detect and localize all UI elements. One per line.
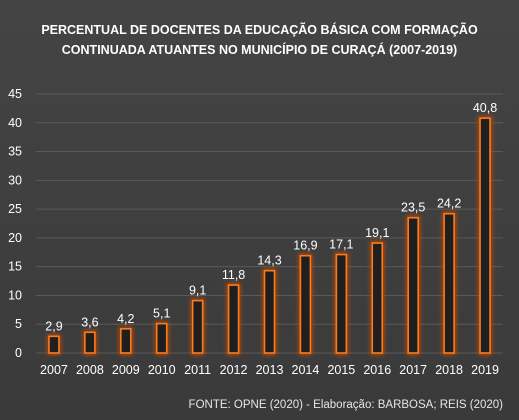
bar-2011 [190, 298, 205, 356]
x-tick-label: 2012 [220, 363, 248, 377]
x-tick-label: 2019 [471, 363, 499, 377]
x-tick-label: 2009 [112, 363, 140, 377]
y-axis: 0 5 10 15 20 25 30 35 40 45 [8, 87, 22, 360]
bar [84, 331, 96, 354]
chart-title-line-1: PERCENTUAL DE DOCENTES DA EDUCAÇÃO BÁSIC… [41, 23, 478, 37]
x-tick-label: 2018 [435, 363, 463, 377]
bar [120, 328, 132, 354]
bar [227, 284, 240, 354]
bar [407, 216, 419, 354]
y-tick-label: 5 [15, 317, 22, 331]
bar-2018 [442, 211, 457, 355]
data-label: 3,6 [81, 315, 98, 329]
data-label: 24,2 [437, 197, 461, 211]
data-label: 23,5 [401, 201, 425, 215]
chart-source: FONTE: OPNE (2020) - Elaboração: BARBOSA… [188, 399, 503, 411]
gridlines [36, 93, 503, 354]
data-label: 5,1 [153, 307, 170, 321]
bar [479, 117, 491, 354]
bar-2014 [298, 253, 313, 355]
bar [299, 254, 312, 354]
y-tick-label: 15 [8, 260, 22, 274]
y-tick-label: 25 [8, 202, 22, 216]
x-tick-label: 2013 [256, 363, 284, 377]
bar [371, 242, 384, 354]
data-label: 40,8 [473, 101, 497, 115]
bar-2019 [478, 116, 493, 355]
data-label: 2,9 [45, 319, 62, 333]
x-tick-label: 2016 [363, 363, 391, 377]
data-label: 4,2 [117, 312, 134, 326]
bar-2015 [334, 252, 349, 355]
bar-2017 [406, 215, 421, 355]
bar [263, 269, 276, 354]
y-tick-label: 20 [8, 231, 22, 245]
bar-2010 [154, 321, 169, 355]
y-tick-label: 45 [8, 87, 22, 101]
bar-2007 [46, 334, 61, 356]
data-label: 19,1 [365, 226, 389, 240]
data-label: 11,8 [222, 268, 245, 282]
x-tick-label: 2014 [292, 363, 320, 377]
x-tick-label: 2015 [327, 363, 355, 377]
data-label: 14,3 [257, 254, 281, 268]
y-tick-label: 35 [8, 145, 22, 159]
x-axis: 2007 2008 2009 2010 2011 2012 2013 2014 2015 2016… [40, 363, 499, 377]
data-label: 17,1 [329, 238, 353, 252]
chart-title-line-2: CONTINUADA ATUANTES NO MUNICÍPIO DE CURA… [61, 43, 458, 57]
x-tick-label: 2011 [184, 363, 211, 377]
bar-2013 [262, 268, 277, 355]
y-tick-label: 30 [8, 173, 22, 187]
x-tick-label: 2007 [40, 363, 68, 377]
x-tick-label: 2010 [148, 363, 176, 377]
bar-2009 [118, 326, 133, 355]
bar-2016 [370, 241, 385, 356]
bar [335, 253, 348, 354]
chart-title: PERCENTUAL DE DOCENTES DA EDUCAÇÃO BÁSIC… [0, 20, 519, 60]
y-tick-label: 40 [8, 116, 22, 130]
bar-2008 [82, 330, 97, 355]
bar [191, 299, 204, 354]
data-label: 9,1 [189, 284, 206, 298]
data-labels: 2,9 3,6 4,2 5,1 9,1 11,8 14,3 16,9 17,1 19,1 23,5 2… [45, 101, 497, 333]
bars [46, 116, 493, 356]
x-tick-label: 2008 [76, 363, 104, 377]
bar-2012 [226, 283, 241, 355]
y-tick-label: 0 [15, 346, 22, 360]
bar [443, 212, 455, 354]
bar [155, 322, 168, 354]
bar [48, 335, 60, 354]
y-tick-label: 10 [8, 288, 22, 302]
data-label: 16,9 [293, 239, 317, 253]
x-tick-label: 2017 [399, 363, 427, 377]
